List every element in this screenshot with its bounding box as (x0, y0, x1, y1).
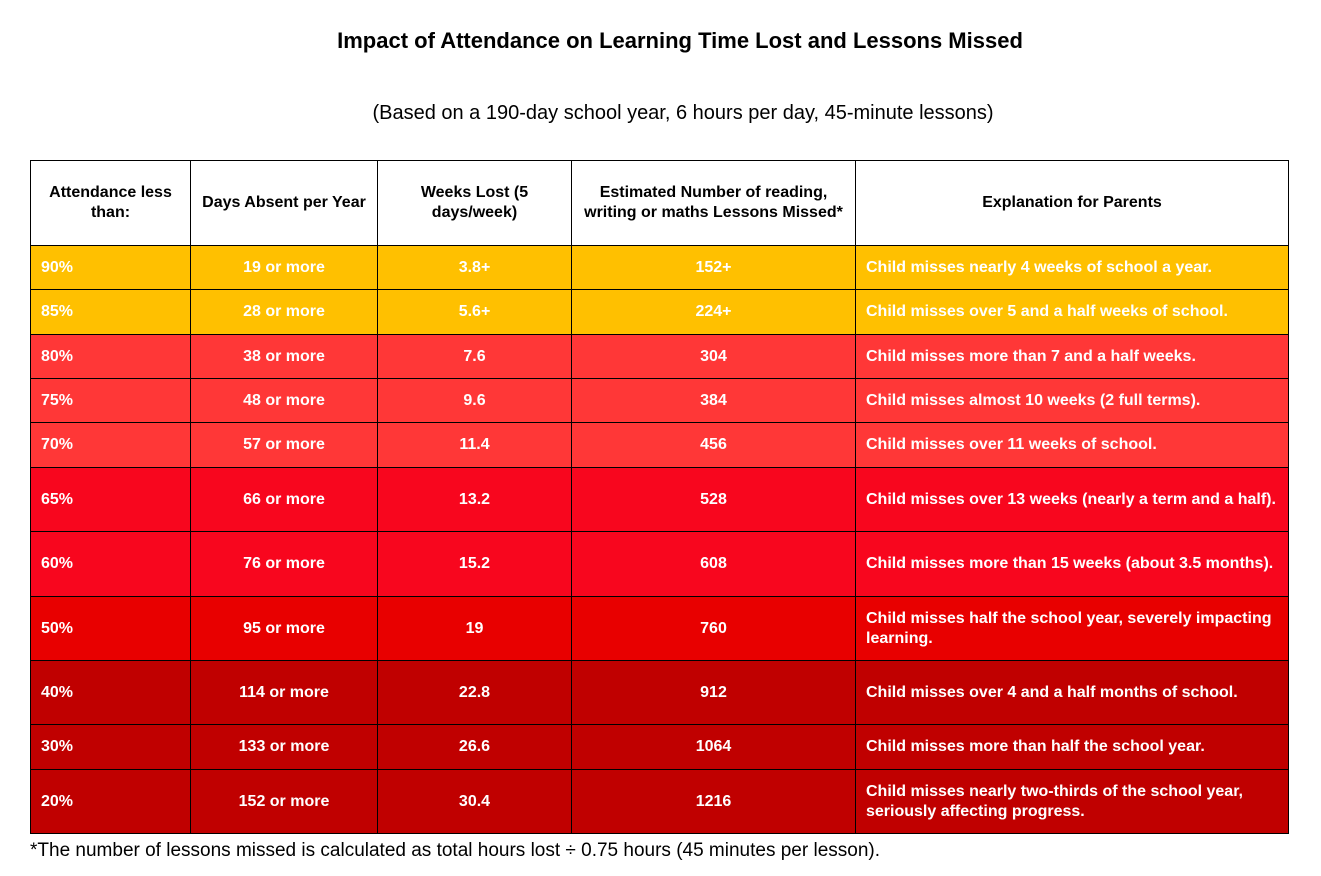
attendance-cell: 80% (30, 334, 191, 379)
header-lessons-missed: Estimated Number of reading, writing or … (571, 160, 856, 246)
lessons-missed-cell: 760 (571, 596, 856, 661)
attendance-table: Attendance less than: Days Absent per Ye… (30, 160, 1289, 834)
table-row: 60% 76 or more 15.2 608 Child misses more th… (30, 531, 1289, 597)
attendance-cell: 70% (30, 422, 191, 468)
table-row: 90% 19 or more 3.8+ 152+ Child misses nearly… (30, 245, 1289, 290)
page-title: Impact of Attendance on Learning Time Lo… (337, 28, 1023, 53)
explanation-cell: Child misses nearly two-thirds of the sc… (855, 769, 1289, 834)
table-row: 65% 66 or more 13.2 528 Child misses over 13… (30, 467, 1289, 532)
lessons-missed-cell: 912 (571, 660, 856, 725)
table-row: 40% 114 or more 22.8 912 Child misses over 4… (30, 660, 1289, 725)
attendance-cell: 50% (30, 596, 191, 661)
weeks-lost-cell: 19 (377, 596, 572, 661)
lessons-missed-cell: 1064 (571, 724, 856, 770)
weeks-lost-cell: 22.8 (377, 660, 572, 725)
attendance-cell: 30% (30, 724, 191, 770)
lessons-missed-cell: 456 (571, 422, 856, 468)
weeks-lost-cell: 26.6 (377, 724, 572, 770)
days-absent-cell: 19 or more (190, 245, 378, 290)
days-absent-cell: 28 or more (190, 289, 378, 335)
days-absent-cell: 57 or more (190, 422, 378, 468)
days-absent-cell: 95 or more (190, 596, 378, 661)
weeks-lost-cell: 7.6 (377, 334, 572, 379)
header-explanation: Explanation for Parents (855, 160, 1289, 246)
attendance-cell: 65% (30, 467, 191, 532)
days-absent-cell: 152 or more (190, 769, 378, 834)
weeks-lost-cell: 9.6 (377, 378, 572, 423)
weeks-lost-cell: 11.4 (377, 422, 572, 468)
weeks-lost-cell: 3.8+ (377, 245, 572, 290)
explanation-cell: Child misses almost 10 weeks (2 full ter… (855, 378, 1289, 423)
header-attendance: Attendance less than: (30, 160, 191, 246)
days-absent-cell: 76 or more (190, 531, 378, 597)
attendance-cell: 75% (30, 378, 191, 423)
explanation-cell: Child misses over 13 weeks (nearly a ter… (855, 467, 1289, 532)
lessons-missed-cell: 608 (571, 531, 856, 597)
weeks-lost-cell: 5.6+ (377, 289, 572, 335)
explanation-cell: Child misses over 11 weeks of school. (855, 422, 1289, 468)
weeks-lost-cell: 30.4 (377, 769, 572, 834)
attendance-cell: 60% (30, 531, 191, 597)
attendance-cell: 20% (30, 769, 191, 834)
lessons-missed-cell: 1216 (571, 769, 856, 834)
lessons-missed-cell: 384 (571, 378, 856, 423)
attendance-cell: 40% (30, 660, 191, 725)
days-absent-cell: 114 or more (190, 660, 378, 725)
page-subtitle: (Based on a 190-day school year, 6 hours… (372, 102, 994, 124)
attendance-cell: 85% (30, 289, 191, 335)
explanation-cell: Child misses more than 7 and a half week… (855, 334, 1289, 379)
days-absent-cell: 48 or more (190, 378, 378, 423)
days-absent-cell: 66 or more (190, 467, 378, 532)
days-absent-cell: 38 or more (190, 334, 378, 379)
table-row: 80% 38 or more 7.6 304 Child misses more tha… (30, 334, 1289, 379)
attendance-cell: 90% (30, 245, 191, 290)
table-row: 85% 28 or more 5.6+ 224+ Child misses over 5… (30, 289, 1289, 335)
table-row: 70% 57 or more 11.4 456 Child misses over 11… (30, 422, 1289, 468)
explanation-cell: Child misses more than half the school y… (855, 724, 1289, 770)
header-days-absent: Days Absent per Year (190, 160, 378, 246)
explanation-cell: Child misses over 4 and a half months of… (855, 660, 1289, 725)
days-absent-cell: 133 or more (190, 724, 378, 770)
weeks-lost-cell: 13.2 (377, 467, 572, 532)
header-row: Attendance less than: Days Absent per Ye… (30, 160, 1289, 246)
lessons-missed-cell: 528 (571, 467, 856, 532)
explanation-cell: Child misses half the school year, sever… (855, 596, 1289, 661)
table-row: 20% 152 or more 30.4 1216 Child misses nearl… (30, 769, 1289, 834)
lessons-missed-cell: 304 (571, 334, 856, 379)
lessons-missed-cell: 224+ (571, 289, 856, 335)
table-row: 75% 48 or more 9.6 384 Child misses almost 1… (30, 378, 1289, 423)
lessons-missed-cell: 152+ (571, 245, 856, 290)
table-row: 50% 95 or more 19 760 Child misses half the … (30, 596, 1289, 661)
explanation-cell: Child misses more than 15 weeks (about 3… (855, 531, 1289, 597)
weeks-lost-cell: 15.2 (377, 531, 572, 597)
header-weeks-lost: Weeks Lost (5 days/week) (377, 160, 572, 246)
explanation-cell: Child misses nearly 4 weeks of school a … (855, 245, 1289, 290)
explanation-cell: Child misses over 5 and a half weeks of … (855, 289, 1289, 335)
footnote: *The number of lessons missed is calcula… (30, 840, 881, 861)
table-row: 30% 133 or more 26.6 1064 Child misses more … (30, 724, 1289, 770)
